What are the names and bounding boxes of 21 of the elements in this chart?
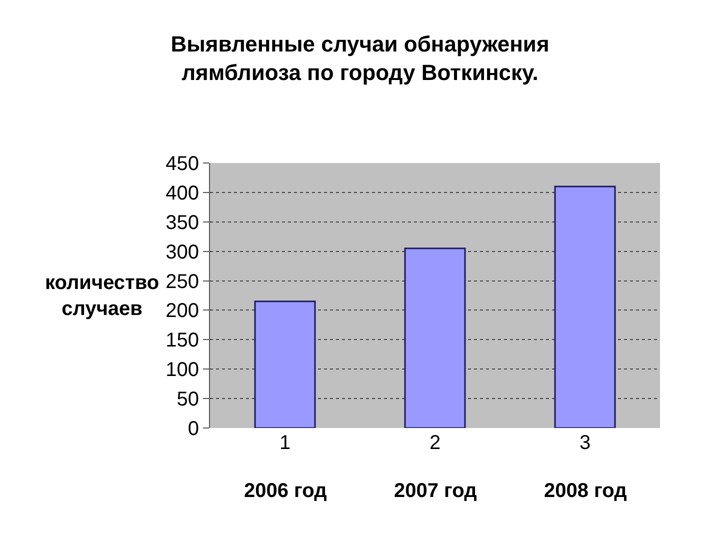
y-tick-label: 250 [166,270,199,293]
y-tick-label: 50 [176,388,199,411]
y-tick-label: 0 [188,418,199,440]
y-tick-label: 200 [166,300,199,322]
y-tick-label: 350 [166,212,199,234]
y-tick-label: 300 [166,241,199,264]
y-tick-label: 450 [166,153,199,175]
x-tick-label: 3 [579,432,591,454]
text: 2007 год [394,480,478,502]
y-tick-label: 400 [166,182,199,204]
x-tick-label: 1 [279,432,291,454]
chart-title: Выявленные случаи обнаружения лямблиоза по городу Воткинску. [170,31,550,85]
text: 2006 год [244,480,328,502]
bar [404,248,466,428]
bar [254,300,316,428]
y-axis-title: количество случаев [45,272,160,320]
bar [554,186,616,428]
x-tick-label: 2 [429,432,441,454]
y-tick-label: 100 [166,359,199,382]
y-tick-label: 150 [166,330,199,352]
text: 2008 год [544,480,628,502]
